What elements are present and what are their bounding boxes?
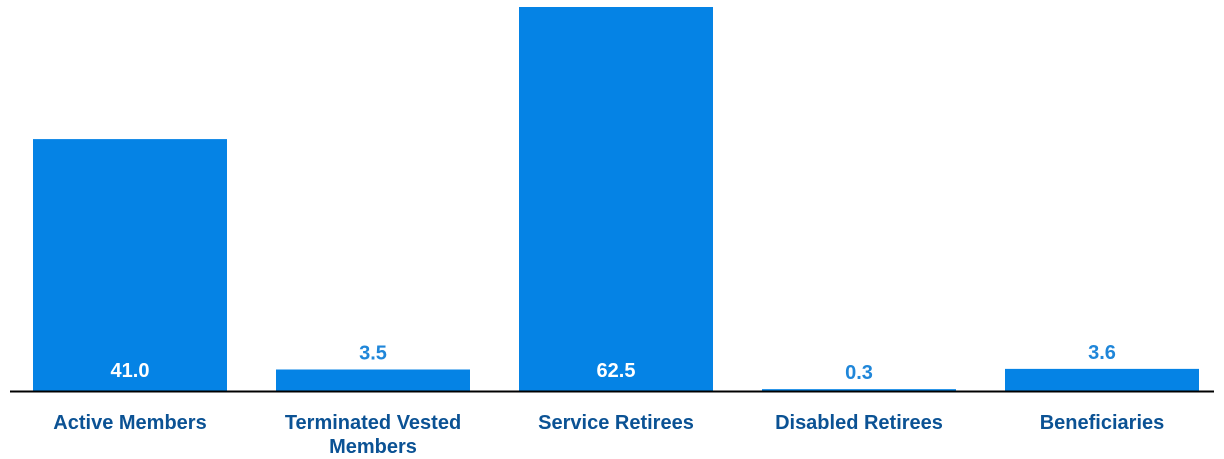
bar-4 — [1005, 368, 1199, 391]
bar-value-label-0: 41.0 — [111, 360, 150, 382]
bar-value-label-2: 62.5 — [597, 360, 636, 382]
category-label-1: Terminated Vested Members — [285, 412, 461, 458]
category-label-3: Disabled Retirees — [775, 412, 943, 434]
bar-0 — [33, 139, 227, 391]
category-label-0: Active Members — [53, 412, 206, 434]
bar-3 — [762, 389, 956, 391]
bar-1 — [276, 369, 470, 391]
bar-value-label-4: 3.6 — [1088, 342, 1116, 364]
category-label-2: Service Retirees — [538, 412, 694, 434]
bar-2 — [519, 7, 713, 391]
bar-value-label-3: 0.3 — [845, 362, 873, 384]
category-label-4: Beneficiaries — [1040, 412, 1165, 434]
bar-value-label-1: 3.5 — [359, 342, 387, 364]
